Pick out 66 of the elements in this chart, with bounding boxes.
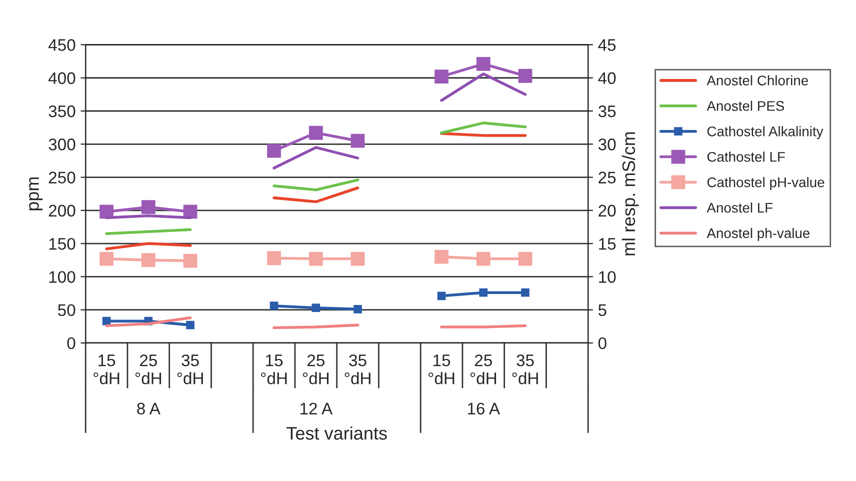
legend-label: Anostel Chlorine: [706, 75, 808, 86]
legend-label: Cathostel LF: [707, 152, 785, 162]
x-tick-label: 15 °dH: [428, 354, 454, 384]
y2-tick-label: 45: [598, 39, 616, 51]
y2-tick-label: 30: [598, 138, 616, 150]
y-tick-label: 50: [58, 304, 76, 316]
x-tick-label: 25 °dH: [302, 354, 329, 384]
point: [267, 251, 281, 266]
point: [437, 292, 446, 300]
y-tick-label: 200: [48, 204, 76, 217]
y-tick-label: 150: [49, 238, 76, 250]
y2-axis-title: ml resp. mS/cm: [622, 132, 639, 256]
legend-label: Anostel ph-value: [706, 228, 810, 241]
point: [312, 304, 320, 312]
point: [350, 134, 365, 148]
legend-label: Cathostel pH-value: [707, 177, 824, 190]
point: [434, 250, 448, 264]
y2-tick-label: 20: [598, 204, 616, 217]
x-tick-label: 35 °dH: [512, 354, 538, 384]
point: [267, 144, 281, 158]
y-tick-label: 300: [48, 138, 76, 150]
legend-label: Anostel LF: [706, 202, 773, 213]
legend-label: Anostel PES: [706, 100, 784, 111]
point: [100, 252, 114, 266]
point: [476, 252, 490, 266]
y-tick-label: 400: [48, 72, 76, 84]
x-tick-label: 15 °dH: [261, 354, 287, 384]
point: [521, 288, 530, 297]
point: [434, 70, 448, 84]
text: 12 A: [300, 402, 333, 414]
point: [141, 253, 156, 268]
y-axis-title: ppm: [29, 177, 43, 210]
x-axis-title: Test variants: [286, 426, 387, 440]
y-tick-label: 100: [49, 271, 76, 283]
point: [102, 316, 111, 326]
point: [141, 200, 156, 214]
point: [308, 252, 323, 266]
x-tick-label: 25 °dH: [135, 354, 162, 384]
x-tick-label: 25 °dH: [470, 354, 496, 384]
point: [186, 320, 194, 330]
y2-tick-label: 25: [598, 172, 616, 184]
point: [354, 304, 362, 314]
point: [270, 302, 278, 310]
point: [518, 252, 532, 266]
y-tick-label: 0: [67, 337, 76, 350]
y2-tick-label: 15: [599, 238, 616, 250]
y-tick-label: 450: [48, 39, 76, 51]
y2-tick-label: 10: [599, 271, 616, 283]
y-tick-label: 250: [48, 172, 76, 184]
y2-tick-label: 35: [598, 105, 616, 118]
text: 8 A: [137, 402, 160, 415]
legend-label: Cathostel Alkalinity: [707, 126, 824, 140]
x-tick-label: 35 °dH: [177, 354, 203, 384]
point: [476, 57, 490, 71]
point: [479, 288, 488, 297]
point: [183, 254, 198, 268]
point: [350, 252, 365, 266]
text: 16 A: [468, 402, 500, 415]
y2-tick-label: 5: [598, 304, 606, 316]
x-tick-label: 35 °dH: [344, 354, 370, 384]
x-tick-label: 15 °dH: [94, 354, 120, 384]
point: [308, 126, 323, 140]
y2-tick-label: 40: [598, 72, 616, 84]
y2-tick-label: 0: [598, 337, 606, 350]
y-tick-label: 350: [48, 105, 76, 118]
point: [518, 68, 532, 83]
